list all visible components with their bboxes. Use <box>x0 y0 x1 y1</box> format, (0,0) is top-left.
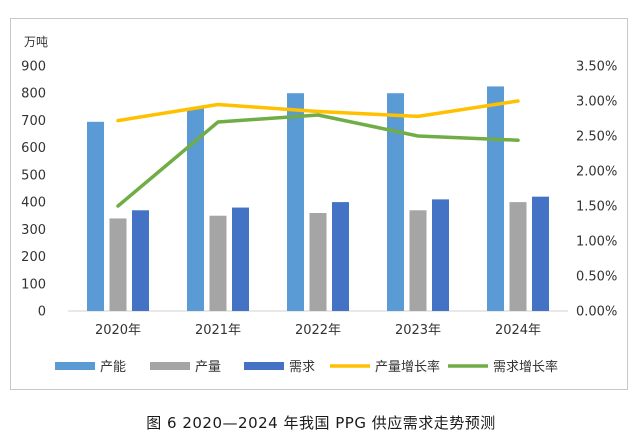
y-tick-label: 0 <box>38 305 46 320</box>
bar-产量 <box>509 202 527 311</box>
y2-tick-label: 1.00% <box>576 235 617 250</box>
bar-需求 <box>432 199 449 311</box>
y2-tick-label: 2.50% <box>576 130 617 145</box>
y2-tick-label: 2.00% <box>576 165 617 180</box>
y2-tick-label: 3.50% <box>576 60 617 75</box>
y-tick-label: 300 <box>21 223 46 238</box>
bar-产能 <box>487 86 504 312</box>
legend-swatch-产能 <box>55 362 95 370</box>
x-tick-label: 2021年 <box>195 323 241 338</box>
y-tick-label: 900 <box>21 60 46 75</box>
legend-swatch-需求 <box>244 362 284 370</box>
line-产量增长率 <box>116 99 520 123</box>
y-tick-label: 600 <box>21 141 46 156</box>
bar-需求 <box>132 210 149 311</box>
y2-tick-label: 1.50% <box>576 200 617 215</box>
legend-label-产量增长率: 产量增长率 <box>375 359 440 375</box>
bar-产能 <box>387 93 404 311</box>
bar-产能 <box>187 108 204 311</box>
bar-产能 <box>287 93 304 311</box>
legend-label-需求: 需求 <box>289 360 315 375</box>
bar-需求 <box>332 202 349 311</box>
x-tick-label: 2023年 <box>395 323 441 338</box>
bar-产量 <box>409 210 427 311</box>
y-tick-label: 200 <box>21 250 46 265</box>
x-tick-label: 2022年 <box>295 323 341 338</box>
unit-label: 万吨 <box>24 35 48 49</box>
legend-swatch-产量 <box>150 362 190 370</box>
y-tick-label: 500 <box>21 168 46 183</box>
y-tick-label: 100 <box>21 277 46 292</box>
bar-需求 <box>232 207 249 311</box>
y-tick-label: 400 <box>21 196 46 211</box>
legend-label-需求增长率: 需求增长率 <box>493 359 558 375</box>
y-tick-label: 700 <box>21 114 46 129</box>
legend-label-产能: 产能 <box>100 360 126 375</box>
bar-产能 <box>87 121 104 311</box>
line-需求增长率 <box>116 113 520 208</box>
bar-产量 <box>109 218 127 311</box>
legend-label-产量: 产量 <box>195 360 221 375</box>
bar-产量 <box>209 215 227 311</box>
y2-tick-label: 3.00% <box>576 95 617 110</box>
y-tick-label: 800 <box>21 87 46 102</box>
bar-需求 <box>532 196 549 311</box>
y2-tick-label: 0.00% <box>576 305 617 320</box>
bar-产量 <box>309 213 327 311</box>
x-tick-label: 2020年 <box>95 323 141 338</box>
figure-caption: 图 6 2020—2024 年我国 PPG 供应需求走势预测 <box>146 414 496 432</box>
x-tick-label: 2024年 <box>495 323 541 338</box>
y2-tick-label: 0.50% <box>576 270 617 285</box>
